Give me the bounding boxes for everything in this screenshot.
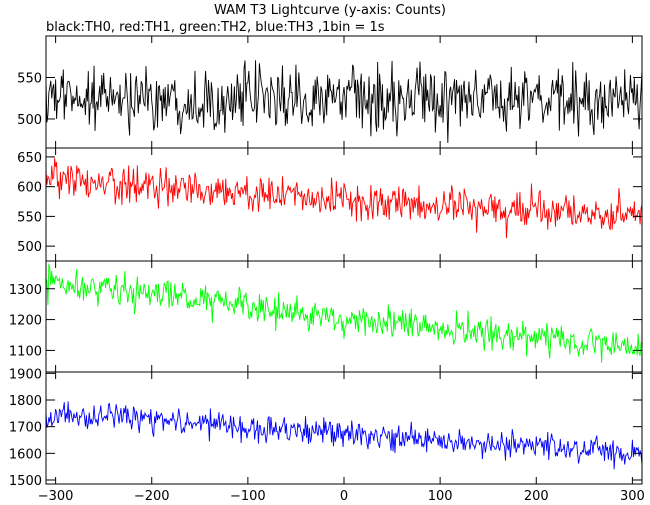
x-tick-label: −100 xyxy=(230,489,266,504)
panels-group: 500 550 500 550 600 650 1100 1200 1300 1500 1600 17… xyxy=(9,35,645,504)
chart-title: WAM T3 Lightcurve (y-axis: Counts) xyxy=(214,3,446,18)
y-tick-label: 1300 xyxy=(9,283,42,298)
chart-subtitle: black:TH0, red:TH1, green:TH2, blue:TH3 … xyxy=(46,20,385,35)
series-line-2-0 xyxy=(46,263,642,363)
y-tick-label: 1700 xyxy=(9,421,42,436)
y-tick-label: 600 xyxy=(17,181,42,196)
x-tick-label: 200 xyxy=(524,489,549,504)
y-tick-label: 1100 xyxy=(9,344,42,359)
series-line-3-0 xyxy=(46,401,642,470)
y-tick-label: 1900 xyxy=(9,367,42,382)
x-tick-label: 0 xyxy=(340,489,348,504)
series-line-0-0 xyxy=(46,60,642,143)
y-tick-label: 500 xyxy=(17,240,42,255)
x-tick-label: −200 xyxy=(134,489,170,504)
y-tick-label: 1600 xyxy=(9,447,42,462)
y-tick-label: 1800 xyxy=(9,394,42,409)
series-line-1-0 xyxy=(46,158,642,239)
x-tick-label: 300 xyxy=(620,489,645,504)
x-tick-label: 100 xyxy=(428,489,453,504)
y-tick-label: 550 xyxy=(17,210,42,225)
y-tick-label: 1200 xyxy=(9,314,42,329)
x-tick-label: −300 xyxy=(38,489,74,504)
y-tick-label: 550 xyxy=(17,71,42,86)
y-tick-label: 650 xyxy=(17,151,42,166)
y-tick-label: 1500 xyxy=(9,474,42,489)
y-tick-label: 500 xyxy=(17,113,42,128)
panel-3: 1500 1600 1700 1800 1900 −300 −200 −100 0 100 200 3… xyxy=(9,367,645,504)
